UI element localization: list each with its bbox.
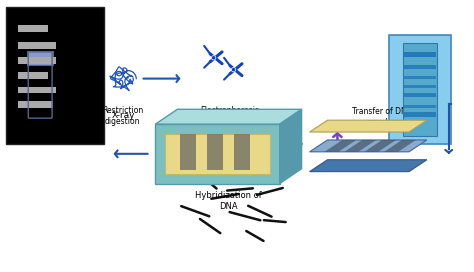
Bar bbox=[389, 35, 451, 144]
Polygon shape bbox=[280, 109, 301, 184]
Bar bbox=[18, 101, 53, 108]
Polygon shape bbox=[310, 160, 427, 172]
Bar bbox=[18, 72, 48, 79]
Polygon shape bbox=[310, 140, 427, 152]
Circle shape bbox=[211, 56, 216, 60]
Bar bbox=[18, 42, 56, 49]
Bar bbox=[180, 134, 196, 170]
Bar bbox=[234, 134, 250, 170]
Bar bbox=[18, 57, 56, 64]
Bar bbox=[404, 105, 436, 108]
Bar bbox=[403, 43, 437, 136]
Text: Restriction
digestion: Restriction digestion bbox=[102, 106, 143, 126]
Polygon shape bbox=[345, 140, 376, 152]
Bar bbox=[404, 52, 436, 57]
Polygon shape bbox=[155, 109, 301, 124]
Text: Electrophoresis: Electrophoresis bbox=[201, 106, 260, 115]
Polygon shape bbox=[165, 134, 270, 174]
Bar bbox=[27, 51, 53, 65]
Bar bbox=[404, 94, 436, 97]
Text: DNA
extraction: DNA extraction bbox=[20, 120, 60, 140]
Polygon shape bbox=[325, 140, 356, 152]
Bar bbox=[404, 65, 436, 69]
Text: Hybridization of
DNA: Hybridization of DNA bbox=[195, 191, 262, 211]
Polygon shape bbox=[155, 124, 280, 184]
Bar bbox=[404, 76, 436, 79]
Bar bbox=[18, 25, 48, 32]
Bar bbox=[404, 112, 436, 117]
Text: X-ray: X-ray bbox=[112, 111, 135, 120]
Bar bbox=[18, 86, 56, 94]
Bar bbox=[29, 65, 51, 88]
Bar bbox=[404, 85, 436, 88]
Circle shape bbox=[231, 67, 236, 72]
Bar bbox=[207, 134, 223, 170]
Bar bbox=[29, 88, 51, 117]
Polygon shape bbox=[384, 140, 416, 152]
Polygon shape bbox=[364, 140, 396, 152]
Bar bbox=[6, 7, 104, 144]
Polygon shape bbox=[310, 120, 427, 132]
Text: Transfer of DNA to
membrane: Transfer of DNA to membrane bbox=[352, 107, 422, 127]
